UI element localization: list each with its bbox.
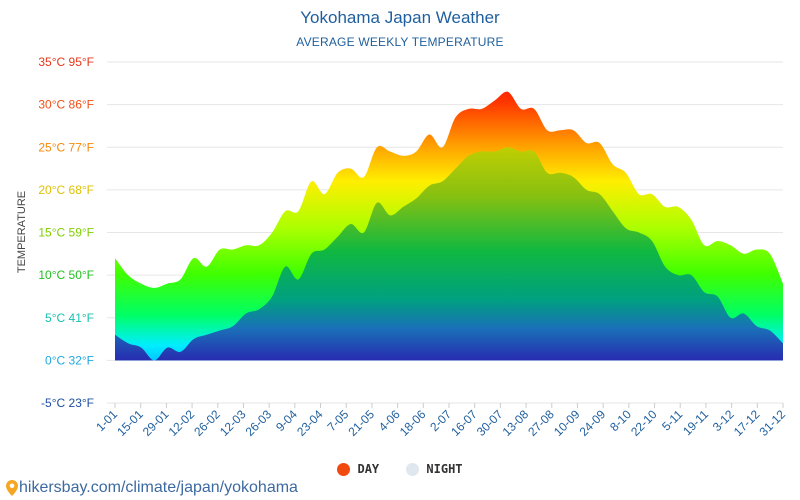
x-tick-label: 16-07 [448,407,480,439]
x-tick-label: 23-04 [294,407,326,439]
x-axis-labels: 1-0115-0129-0112-0226-0212-0326-039-0423… [93,403,788,439]
x-tick-label: 21-05 [345,407,377,439]
x-tick-label: 12-03 [217,407,249,439]
source-url[interactable]: hikersbay.com/climate/japan/yokohama [19,479,298,496]
chart-subtitle: AVERAGE WEEKLY TEMPERATURE [296,35,504,49]
map-pin-icon [6,480,18,496]
series-area-night [115,147,783,361]
x-tick-label: 18-06 [397,407,429,439]
y-axis-title: TEMPERATURE [16,191,28,273]
x-tick-label: 31-12 [757,407,789,439]
x-tick-label: 24-09 [577,407,609,439]
y-tick-label: 0°C 32°F [45,353,94,367]
x-tick-label: 10-09 [551,407,583,439]
y-tick-label: 20°C 68°F [38,183,94,197]
legend-item-day[interactable]: DAY [337,462,379,476]
x-tick-label: 17-12 [731,407,763,439]
y-tick-label: 30°C 86°F [38,98,94,112]
legend-day-label: DAY [357,462,380,476]
chart-title: Yokohama Japan Weather [300,8,500,27]
y-tick-label: -5°C 23°F [41,396,94,410]
legend-item-night[interactable]: NIGHT [406,462,463,476]
source-footer[interactable]: hikersbay.com/climate/japan/yokohama [6,479,298,497]
y-axis-labels: 35°C 95°F 30°C 86°F 25°C 77°F 20°C 68°F 15°C… [38,55,94,410]
y-tick-label: 5°C 41°F [45,311,94,325]
y-tick-label: 10°C 50°F [38,268,94,282]
y-tick-label: 25°C 77°F [38,140,94,154]
x-tick-label: 12-02 [166,407,198,439]
legend-night-swatch [406,462,420,476]
x-tick-label: 26-03 [243,407,275,439]
x-tick-label: 27-08 [525,407,557,439]
legend-night-label: NIGHT [426,462,463,476]
x-tick-label: 29-01 [140,407,172,439]
x-tick-label: 22-10 [628,407,660,439]
x-tick-label: 19-11 [680,407,711,438]
x-tick-label: 26-02 [191,407,223,439]
temperature-chart: 35°C 95°F 30°C 86°F 25°C 77°F 20°C 68°F 15°C… [16,55,788,439]
legend: DAY NIGHT [0,462,800,479]
x-tick-label: 30-07 [474,407,506,439]
y-tick-label: 35°C 95°F [38,55,94,69]
x-tick-label: 13-08 [500,407,532,439]
y-tick-label: 15°C 59°F [38,226,94,240]
x-tick-label: 15-01 [114,407,146,439]
legend-day-swatch [337,462,351,476]
plot-areas [115,91,783,361]
